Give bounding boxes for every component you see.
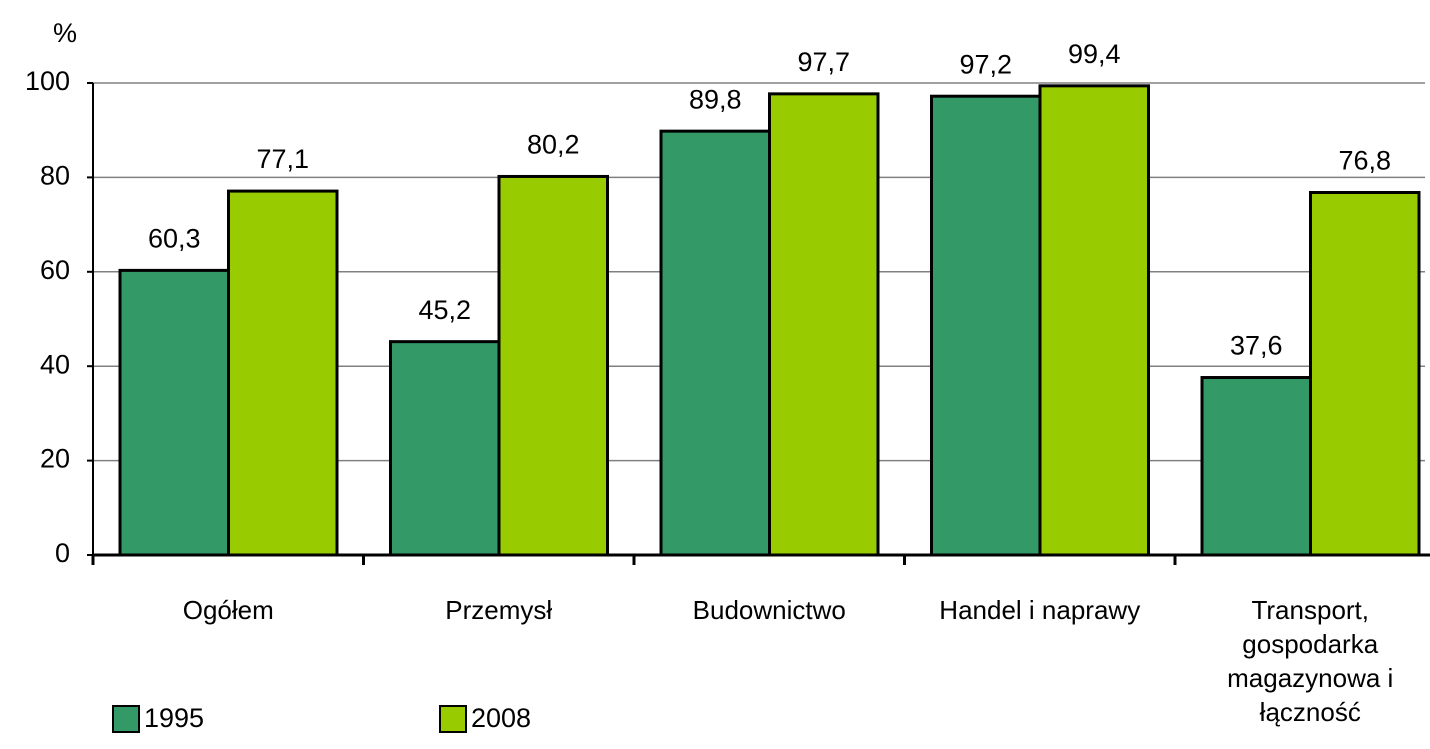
x-tick-label: Handel i naprawy <box>939 595 1141 625</box>
x-tick-label: Przemysł <box>445 595 553 625</box>
y-tick-label: 40 <box>40 349 70 379</box>
bar <box>768 92 880 557</box>
value-label: 76,8 <box>1338 146 1391 176</box>
value-label: 60,3 <box>148 224 201 254</box>
y-unit: % <box>53 18 77 48</box>
value-label: 97,7 <box>797 47 850 77</box>
legend-label: 1995 <box>144 703 204 733</box>
bar <box>659 129 771 557</box>
y-tick-label: 0 <box>55 538 70 568</box>
bar <box>1309 191 1421 557</box>
y-tick-label: 80 <box>40 161 70 191</box>
value-label: 99,4 <box>1068 39 1121 69</box>
bar <box>1200 376 1312 557</box>
x-tick-label: Transport, gospodarka magazynowa i łączn… <box>1227 595 1394 727</box>
bar <box>930 94 1042 557</box>
legend-swatch <box>112 705 140 733</box>
x-tick-label: Budownictwo <box>692 595 846 625</box>
value-label: 77,1 <box>256 144 309 174</box>
bar <box>497 174 609 557</box>
bar <box>389 340 501 557</box>
y-tick-label: 60 <box>40 255 70 285</box>
value-label: 80,2 <box>527 130 580 160</box>
value-label: 97,2 <box>959 49 1012 79</box>
x-tick-label: Ogółem <box>182 595 274 625</box>
value-label: 37,6 <box>1230 331 1283 361</box>
legend-swatch <box>439 705 467 733</box>
y-tick-label: 100 <box>25 66 70 96</box>
legend-label: 2008 <box>471 703 531 733</box>
value-label: 45,2 <box>418 295 471 325</box>
y-tick-label: 20 <box>40 444 70 474</box>
value-label: 89,8 <box>689 84 742 114</box>
bar <box>118 268 230 557</box>
bar <box>1038 84 1150 557</box>
bar <box>227 189 339 557</box>
